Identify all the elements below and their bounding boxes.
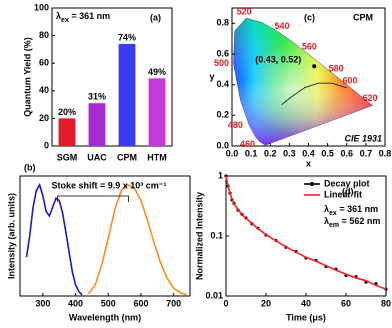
wavelength-label: 500 [214,58,229,68]
footnote: CIE 1931 [344,133,382,143]
x-tick-label: 700 [166,298,181,308]
annotation: Stoke shift = 9.9 x 10³ cm⁻¹ [51,180,166,190]
x-tick-label: 0.5 [321,148,334,158]
symbol: λ [56,11,61,21]
x-tick-label: 500 [101,298,116,308]
y-tick-label: 60 [39,58,49,68]
y-tick-label: 0.8 [216,18,229,28]
panel-label: (d) [342,186,354,196]
color-point [312,64,317,69]
plot-frame [19,175,191,297]
annotation-text: = 562 nm [339,216,380,226]
y-tick-label: 0.1 [210,230,223,240]
y-axis-label: Normalized Intensity [194,192,204,280]
x-tick-label: CPM [117,152,137,162]
y-tick-label: 0.2 [216,110,229,120]
value-label: 20% [58,107,76,117]
chart-title: CPM [353,12,373,22]
y-tick-label: 0.4 [216,79,229,89]
x-tick-label: 40 [301,298,311,308]
annotation: λex = 361 nm [56,11,110,24]
wavelength-label: 460 [240,139,255,149]
x-tick-label: 300 [35,298,50,308]
y-axis-label: Quantum Yield (%) [22,37,32,117]
series-line [225,175,387,290]
value-label: 49% [148,67,166,77]
annotation: λem = 562 nm [324,216,380,229]
value-label: 31% [88,92,106,102]
wavelength-label: 540 [274,21,289,31]
x-tick-label: 0.7 [360,148,373,158]
bracket [57,195,129,202]
x-tick-label: 0.8 [379,148,392,158]
annotation-text: = 361 nm [337,204,378,214]
bar [88,103,106,146]
x-axis-label: x [306,158,311,168]
x-tick-label: 0.1 [245,148,258,158]
x-tick-label: 400 [68,298,83,308]
wavelength-label: 600 [342,75,357,85]
wavelength-label: 520 [237,6,252,16]
x-tick-label: 80 [381,298,391,308]
panel-label: (a) [150,12,161,22]
y-tick-label: 100 [34,2,49,12]
panel-label: (b) [24,162,36,172]
annotation-text: = 361 nm [69,11,110,21]
x-tick-label: 600 [133,298,148,308]
bar [148,78,166,146]
x-tick-label: SGM [57,152,78,162]
symbol: λ [324,216,329,226]
x-axis-label: Wavelength (nm) [69,312,141,322]
annotation: λex = 361 nm [324,204,378,217]
y-axis-label: y [209,71,214,81]
plot-frame [51,7,173,147]
y-tick-label: 0.01 [205,290,223,300]
point-label: (0.43, 0.52) [255,55,301,65]
bar [118,43,136,146]
y-axis-label: Intensity (arb. units) [6,193,16,279]
value-label: 74% [118,32,136,42]
y-tick-label: 1 [218,170,223,180]
subscript: ex [329,210,337,217]
y-tick-label: 0 [44,140,49,150]
legend-label: Decay plot [324,178,370,188]
subscript: ex [61,17,69,24]
x-tick-label: 0.6 [340,148,353,158]
x-tick-label: 0.3 [283,148,296,158]
wavelength-label: 480 [228,120,243,130]
x-tick-label: 0 [223,298,228,308]
x-tick-label: HTM [147,152,167,162]
x-axis-label: Time (μs) [286,312,326,322]
y-tick-label: 0.0 [216,140,229,150]
x-tick-label: 20 [261,298,271,308]
planckian-locus [281,82,347,105]
y-tick-label: 40 [39,85,49,95]
x-tick-label: 0.4 [302,148,315,158]
x-tick-label: 0.0 [226,148,239,158]
x-tick-label: UAC [87,152,107,162]
bar [58,118,76,146]
x-tick-label: 60 [341,298,351,308]
panel-label: (c) [304,12,315,22]
legend-label: Linear fit [324,189,362,199]
wavelength-label: 580 [329,64,344,74]
wavelength-label: 560 [302,42,317,52]
y-tick-label: 0.6 [216,48,229,58]
y-tick-label: 80 [39,30,49,40]
series-line [88,183,187,296]
wavelength-label: 620 [363,93,378,103]
y-tick-label: 20 [39,113,49,123]
symbol: λ [324,204,329,214]
gamut [233,18,373,146]
series-line [25,182,83,296]
subscript: em [329,222,339,229]
x-tick-label: 0.2 [264,148,277,158]
legend-marker [310,182,314,186]
